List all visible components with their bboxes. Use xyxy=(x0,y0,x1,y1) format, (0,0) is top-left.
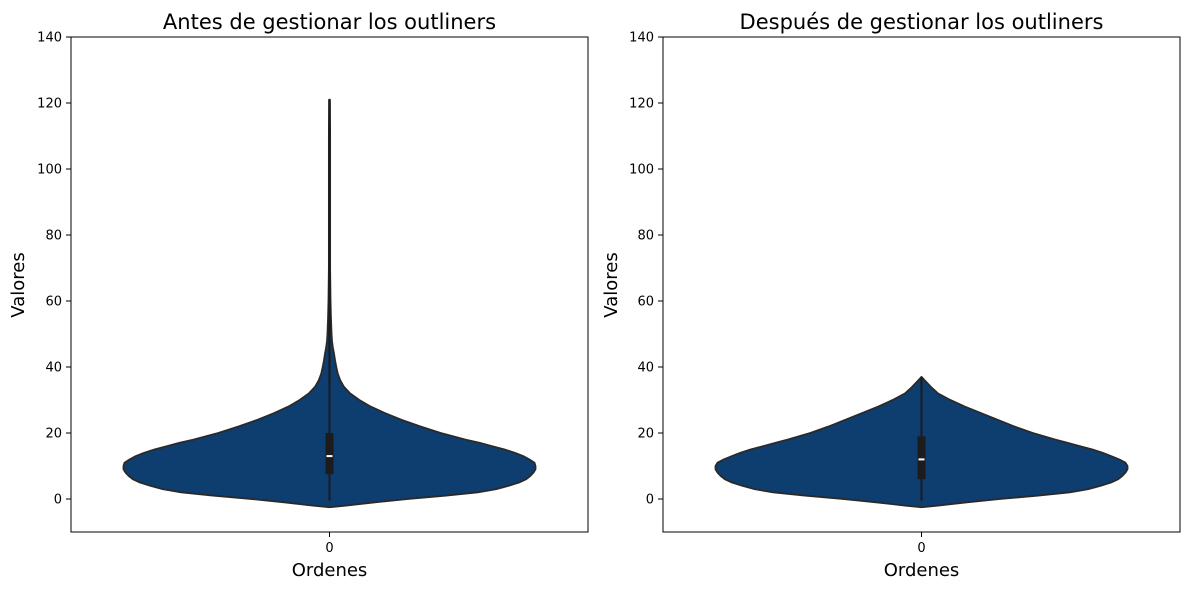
y-tick-label: 20 xyxy=(45,427,62,442)
y-tick-label: 140 xyxy=(629,31,654,46)
y-axis-label: Valores xyxy=(601,252,622,317)
x-axis-label: Ordenes xyxy=(884,560,960,581)
y-tick-label: 80 xyxy=(45,229,62,244)
y-tick-label: 40 xyxy=(45,361,62,376)
violin-body xyxy=(122,98,537,509)
x-tick-label: 0 xyxy=(917,541,925,556)
x-ticks: 0 xyxy=(325,532,334,556)
x-ticks: 0 xyxy=(917,532,926,556)
y-tick-label: 60 xyxy=(637,295,654,310)
y-tick-label: 100 xyxy=(37,163,62,178)
plot-frame xyxy=(662,36,1181,533)
y-tick-label: 120 xyxy=(629,97,654,112)
y-tick-label: 140 xyxy=(37,31,62,46)
y-axis-label: Valores xyxy=(8,252,29,317)
y-tick-label: 60 xyxy=(45,295,62,310)
y-ticks: 0 20 40 60 80 100 120 140 xyxy=(629,31,663,508)
violin-panel-before: Antes de gestionar los outliners Valores… xyxy=(8,10,589,581)
chart-title: Antes de gestionar los outliners xyxy=(163,10,496,34)
chart-title: Después de gestionar los outliners xyxy=(740,10,1104,34)
y-tick-label: 20 xyxy=(637,427,654,442)
y-tick-label: 100 xyxy=(629,163,654,178)
y-tick-label: 80 xyxy=(637,229,654,244)
violin-body xyxy=(714,376,1129,509)
y-tick-label: 120 xyxy=(37,97,62,112)
y-ticks: 0 20 40 60 80 100 120 140 xyxy=(37,31,71,508)
y-tick-label: 0 xyxy=(54,493,62,508)
y-tick-label: 40 xyxy=(637,361,654,376)
plot-frame xyxy=(70,36,589,533)
y-tick-label: 0 xyxy=(646,493,654,508)
iqr-box xyxy=(325,433,334,475)
iqr-box xyxy=(917,436,926,480)
x-axis-label: Ordenes xyxy=(292,560,368,581)
violin-panel-after: Después de gestionar los outliners Valor… xyxy=(601,10,1181,581)
x-tick-label: 0 xyxy=(325,541,333,556)
